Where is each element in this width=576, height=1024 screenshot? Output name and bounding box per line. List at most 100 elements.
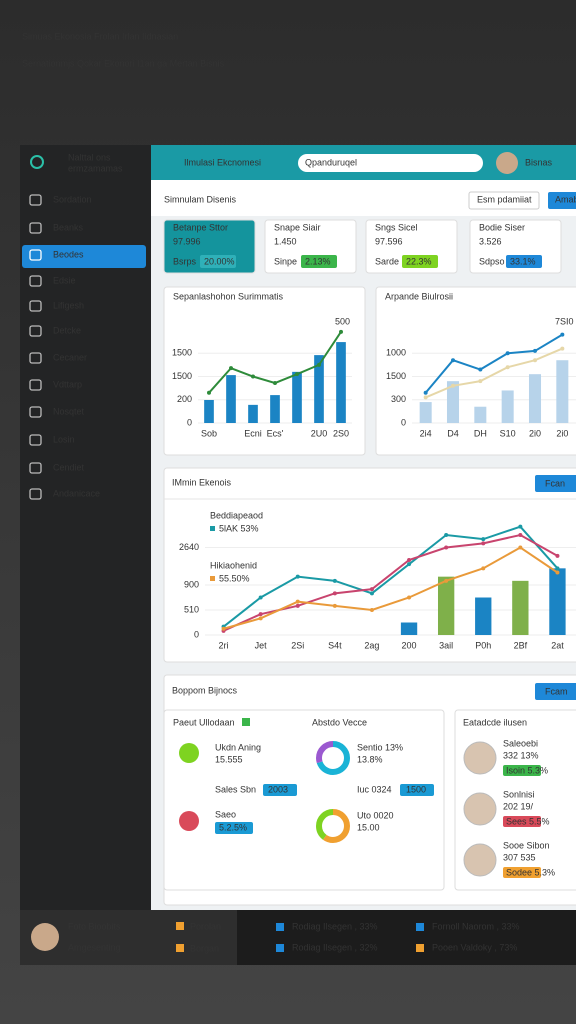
avatar[interactable] xyxy=(496,152,518,174)
nav-icon xyxy=(29,352,42,364)
bar xyxy=(474,406,487,423)
kpi-tag-label: Sarde xyxy=(375,256,399,266)
kpi-value: 97.596 xyxy=(375,236,403,246)
bar xyxy=(270,395,280,423)
point xyxy=(518,524,523,529)
nav-item[interactable]: Lifigesh xyxy=(53,300,84,310)
point xyxy=(533,358,537,363)
bar xyxy=(292,371,302,423)
footer-icon xyxy=(276,944,284,952)
icon xyxy=(179,811,199,831)
nav-icon xyxy=(29,300,42,312)
sidebar xyxy=(20,145,151,910)
nav-item[interactable]: Detcke xyxy=(53,325,81,335)
kpi-tag-value: 33.1% xyxy=(510,256,536,266)
point xyxy=(332,603,337,608)
kpi-tag-value: 2.13% xyxy=(305,256,331,266)
kpi-tag-label: Sinpe xyxy=(274,256,297,266)
footer-link[interactable]: Porolan xyxy=(190,921,221,931)
nav-item[interactable]: Vdttarp xyxy=(53,379,82,389)
tag-text: 2003 xyxy=(268,784,288,794)
bar xyxy=(475,597,492,635)
y-tick-label: 2640 xyxy=(179,542,199,552)
annotation-name: Hikiaohenid xyxy=(210,560,257,570)
person-name: Sooe Sibon xyxy=(503,840,550,850)
tag xyxy=(263,784,297,796)
person-value: 307 535 xyxy=(503,852,536,862)
nav-item[interactable]: Beodes xyxy=(53,249,84,259)
point xyxy=(407,562,412,567)
footer-link[interactable]: Borgan xyxy=(190,943,219,953)
nav-active xyxy=(22,245,146,268)
search-box[interactable] xyxy=(298,154,483,172)
nav-item[interactable]: Sordation xyxy=(53,194,92,204)
y-tick-label: 1500 xyxy=(172,371,192,381)
kpi-tag xyxy=(301,255,337,268)
point xyxy=(369,591,374,596)
button[interactable] xyxy=(548,192,576,209)
topbar-title: Ilmulasi Ekcnomesi xyxy=(184,157,261,167)
tag xyxy=(503,867,541,878)
button[interactable] xyxy=(468,191,540,210)
footer-stat: Rodiag Ilsegen , 32% xyxy=(292,942,378,952)
point xyxy=(451,383,455,388)
tag xyxy=(400,784,434,796)
nav-item[interactable]: Beanks xyxy=(53,222,84,232)
footer-user-name: Foto Bioobits xyxy=(68,921,121,931)
nav-item[interactable]: Cendiet xyxy=(53,462,85,472)
user-name: Bisnas xyxy=(525,157,553,167)
nav-item[interactable]: Losin xyxy=(53,434,75,444)
nav-icon xyxy=(29,222,42,234)
button-label: Esm pdamiiat xyxy=(477,194,532,204)
point xyxy=(229,366,233,371)
point xyxy=(478,367,483,372)
y-tick-label: 0 xyxy=(187,417,192,427)
button-label: Fcam xyxy=(545,686,568,696)
line-series xyxy=(425,347,563,399)
point xyxy=(555,553,560,558)
nav-item[interactable]: Edsie xyxy=(53,275,76,285)
point xyxy=(560,346,565,351)
footer-icon xyxy=(416,923,424,931)
bar xyxy=(204,399,214,423)
x-tick-label: 2i0 xyxy=(529,428,541,438)
nav-item[interactable]: Nosqtet xyxy=(53,406,85,416)
point xyxy=(258,595,263,600)
row-label: Iuc 0324 xyxy=(357,784,392,794)
kpi-tag-value: 20.00% xyxy=(204,256,235,266)
chart-title: Sepanlashohon Surimmatis xyxy=(173,291,284,301)
footer-avatar xyxy=(31,923,59,951)
kpi-tag xyxy=(200,255,236,268)
annotation-name: Beddiapeaod xyxy=(210,510,263,520)
kpi-tag xyxy=(506,255,542,268)
footer-icon xyxy=(416,944,424,952)
x-tick-label: S10 xyxy=(500,428,516,438)
line-series xyxy=(222,525,559,628)
brand-name: Nalttal ons xyxy=(68,152,111,162)
section-title: Boppom Bijnocs xyxy=(172,685,238,695)
bar xyxy=(314,355,324,423)
x-tick-label: S4t xyxy=(328,640,342,650)
main-title: Simnulam Disenis xyxy=(164,194,237,204)
point xyxy=(481,541,486,546)
nav-item[interactable]: Cecaner xyxy=(53,352,87,362)
button[interactable] xyxy=(535,475,576,492)
chart-title: IMmin Ekenois xyxy=(172,477,232,487)
kpi-label: Sngs Sicel xyxy=(375,222,418,232)
point xyxy=(505,351,510,356)
donut-value: 13.8% xyxy=(357,754,383,764)
footer-icon xyxy=(276,923,284,931)
kpi-tag-label: Sdpso xyxy=(479,256,505,266)
nav-item[interactable]: Andanicace xyxy=(53,488,100,498)
tag-text: 1500 xyxy=(406,784,426,794)
kpi-value: 1.450 xyxy=(274,236,297,246)
page-title: Simuas Ekonosia Frolan Irlan Iidnasian xyxy=(22,31,178,41)
point xyxy=(369,587,374,592)
button[interactable] xyxy=(535,683,576,700)
person-avatar xyxy=(463,843,497,877)
point xyxy=(481,566,486,571)
kpi-value: 3.526 xyxy=(479,236,502,246)
bar xyxy=(446,381,460,423)
chart-annotation: 7SI0 xyxy=(555,316,574,326)
